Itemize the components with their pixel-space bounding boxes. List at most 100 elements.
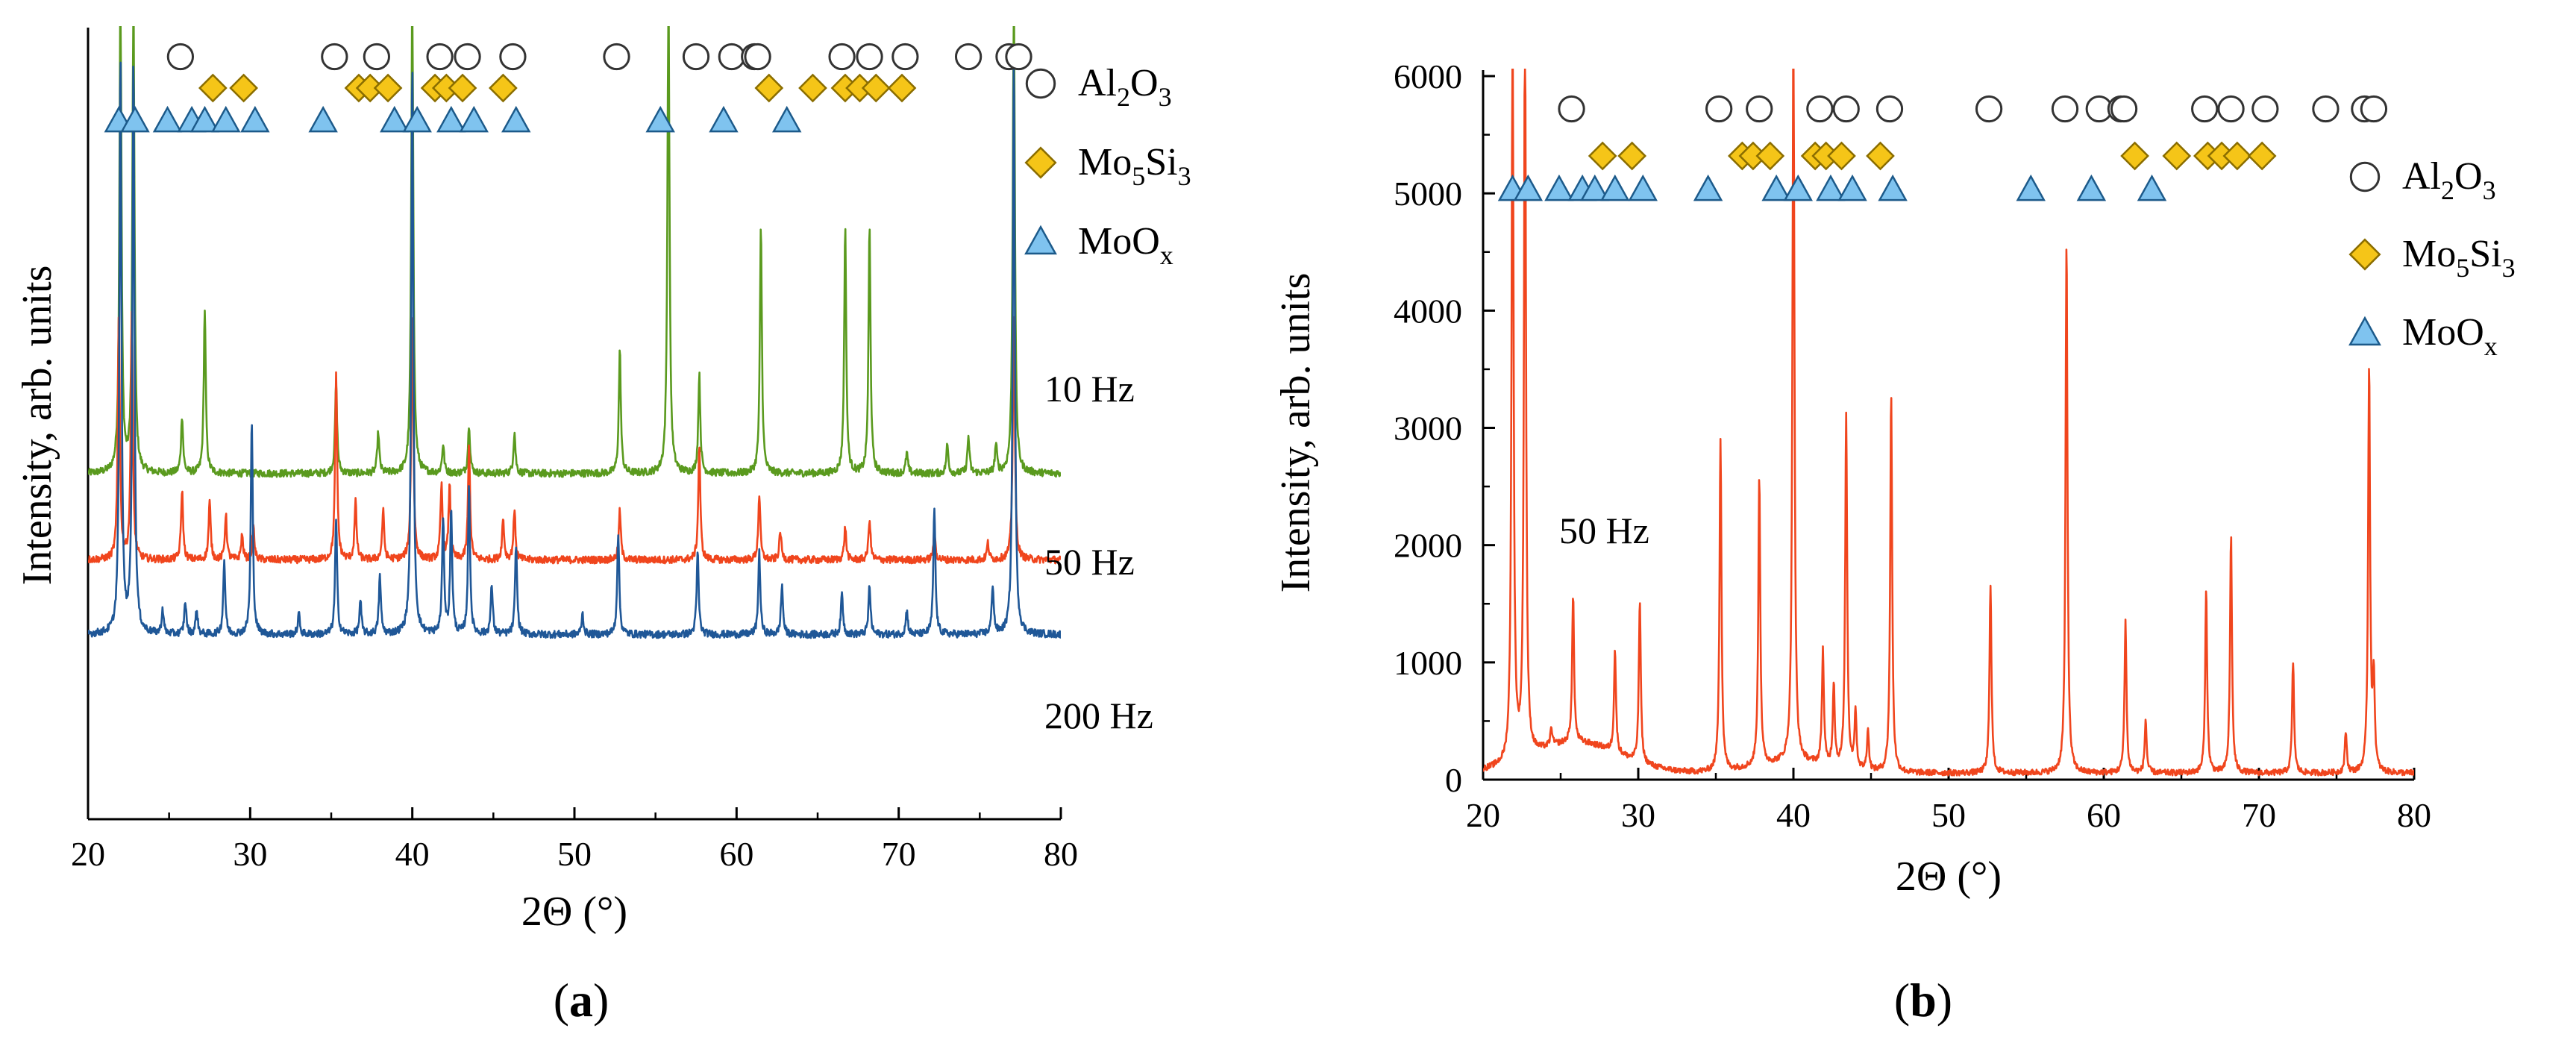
panel-b-marker-diamond [1866,141,1895,171]
panel-b-legend-diamond-symbol [2348,238,2381,271]
panel-b-legend-triangle-symbol [2348,316,2381,346]
panel-a-marker-triangle [709,105,739,133]
panel-b-marker-circle [1746,95,1773,123]
panel-b-legend-sub2: 3 [2502,253,2516,283]
panel-b-marker-triangle [1513,174,1544,201]
panel-b-marker-diamond [2247,141,2277,171]
panel-b-x-tick-label: 50 [1931,796,1966,834]
panel-b-marker-diamond [1755,141,1785,171]
panel-a-marker-circle [363,43,390,71]
panel-a-series-200-hz [88,61,1061,639]
panel-b-marker-circle [1705,95,1733,123]
panel-a-legend-main: MoO [1078,220,1160,263]
panel-b-markers-mo5si3 [1588,141,2277,171]
panel-b-legend-mid: O [2454,155,2483,198]
panel-b-legend-label: Al2O3 [2402,155,2496,205]
panel-a-legend-main: Mo [1078,141,1132,184]
panel-a-y-axis-title: Intensity, arb. units [14,266,60,586]
panel-a-marker-triangle [211,105,241,133]
panel-a-marker-circle [426,43,454,71]
panel-b-y-tick-label: 6000 [1394,57,1462,95]
panel-b-y-tick-label: 4000 [1394,292,1462,330]
panel-b-legend-circle-symbol [2349,161,2381,192]
panel-b-x-tick-label: 20 [1466,796,1500,834]
panel-a-marker-circle [603,43,630,71]
panel-a-legend-label: MoOx [1078,220,1173,270]
panel-a-marker-circle [454,43,481,71]
panel-b-y-tick-label: 5000 [1394,175,1462,213]
panel-b-x-tick-label: 80 [2397,796,2431,834]
panel-a-trace-label: 10 Hz [1044,368,1135,410]
panel-a-legend-mid: Si [1145,141,1177,184]
panel-a-markers-mo5si3 [198,73,917,103]
panel-b-trace-label: 50 Hz [1559,510,1649,551]
panel-b-marker-circle [1558,95,1585,123]
panel-b-y-tick-label: 1000 [1394,644,1462,682]
panel-b-marker-circle [2191,95,2219,123]
panel-b-marker-triangle [1600,174,1630,201]
panel-a-marker-diamond [798,73,827,103]
panel-b-panel-paren-open: ( [1894,974,1910,1027]
panel-b-marker-triangle [1878,174,1908,201]
panel-a-legend-diamond-symbol [1024,146,1057,179]
panel-b-marker-triangle [1816,174,1846,201]
panel-a-panel-letter: a [569,974,593,1027]
panel-b-marker-triangle [1628,174,1658,201]
panel-b-marker-circle [2360,95,2388,123]
panel-a-legend-triangle-symbol [1024,225,1057,255]
panel-a-marker-triangle [240,105,270,133]
panel-b-y-tick-label: 2000 [1394,527,1462,565]
panel-b-y-tick-label: 3000 [1394,410,1462,448]
panel-a-marker-diamond [754,73,784,103]
panel-a-legend-main: Al [1078,62,1117,104]
panel-b-marker-circle [1832,95,1860,123]
panel-a-legend-mid: O [1130,62,1159,104]
panel-b-legend-label: MoOx [2402,311,2498,361]
panel-b-marker-circle [2051,95,2079,123]
panel-b-legend-mid: Si [2469,233,2501,275]
panel-a-legend-sub2: 3 [1159,82,1172,112]
panel-a-marker-triangle [402,105,432,133]
panel-a-marker-diamond [229,73,259,103]
panel-b-marker-triangle [2076,174,2107,201]
panel-a-marker-circle [856,43,883,71]
panel-a-marker-triangle [120,105,150,133]
panel-a-trace-label: 50 Hz [1044,541,1135,583]
panel-a-x-tick-label: 30 [233,835,267,873]
panel-a-marker-circle [718,43,745,71]
panel-b-y-tick-label: 0 [1445,761,1462,799]
panel-a-legend-label: Mo5Si3 [1078,141,1191,191]
panel-a-marker-triangle [501,105,531,133]
panel-a-marker-circle [744,43,771,71]
panel-a-marker-circle [891,43,919,71]
panel-a-marker-circle [321,43,348,71]
panel-a-legend-sub1: x [1160,240,1173,270]
panel-a-marker-circle [1005,43,1032,71]
panel-a-markers-al2o3 [166,43,1032,71]
panel-b-legend-main: Al [2402,155,2441,198]
panel-a-panel-label: (a) [554,974,609,1027]
panel-a-panel-paren-open: ( [554,974,569,1027]
panel-a-marker-triangle [189,105,220,133]
panel-b-x-tick-label: 40 [1776,796,1811,834]
panel-b-legend-sub1: 2 [2441,175,2454,205]
panel-b-marker-triangle [2137,174,2167,201]
panel-b-marker-diamond [2222,141,2252,171]
panel-a-traces [88,26,1061,639]
panel-b-x-axis-title: 2Θ (°) [1896,854,2002,900]
panel-a-marker-diamond [198,73,228,103]
panel-a-x-tick-label: 20 [71,835,105,873]
panel-a-chart: 20 30 40 50 60 70 80 Intensity, arb. units 2Θ (°… [14,26,1191,1027]
panel-a-legend-label: Al2O3 [1078,62,1172,112]
panel-b-marker-circle [2110,95,2138,123]
panel-b-marker-triangle [1761,174,1791,201]
panel-a-legend-circle-symbol [1025,68,1056,99]
panel-b-marker-circle [2251,95,2279,123]
panel-b-marker-triangle [1783,174,1813,201]
panel-b-marker-triangle [2016,174,2046,201]
panel-a-marker-circle [682,43,710,71]
panel-b-marker-triangle [1693,174,1723,201]
panel-b-chart: 20 30 40 50 60 70 80 0 1000 2000 3000 4000 5000 6000 I… [1273,57,2516,1027]
